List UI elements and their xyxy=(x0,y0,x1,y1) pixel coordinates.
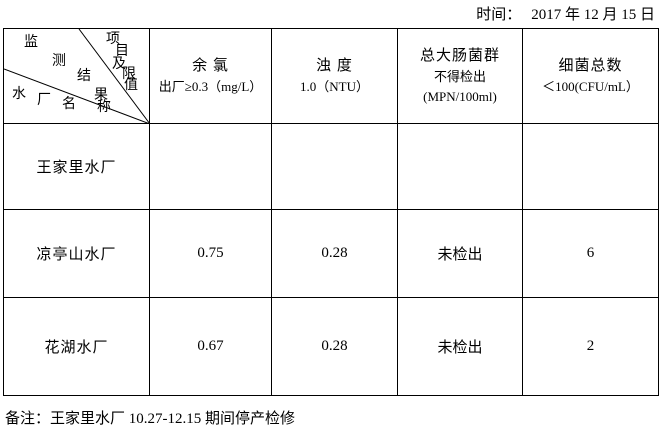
diag-item-char: 目 xyxy=(115,44,129,59)
column-unit: (MPN/100ml) xyxy=(423,88,497,104)
column-limit: 1.0（NTU） xyxy=(300,78,369,94)
cell-value xyxy=(397,123,523,210)
plant-name: 凉亭山水厂 xyxy=(3,209,150,298)
diag-plant-char: 水 xyxy=(12,87,26,102)
column-header-total-coliform: 总大肠菌群 不得检出 (MPN/100ml) xyxy=(397,28,523,124)
column-title: 总大肠菌群 xyxy=(419,47,500,64)
column-header-residual-chlorine: 余 氯 出厂≥0.3（mg/L） xyxy=(149,28,272,124)
diag-monitor-char: 结 xyxy=(77,69,91,84)
cell-value: 6 xyxy=(522,209,659,298)
cell-value: 0.28 xyxy=(271,297,398,396)
water-quality-table: 监 测 结 果 项 目 及 限 值 水 厂 名 称 余 氯 出厂≥0.3（m xyxy=(3,28,659,396)
diag-plant-char: 称 xyxy=(97,100,111,115)
diag-plant-char: 名 xyxy=(62,97,76,112)
time-label: 时间： xyxy=(476,7,522,23)
cell-value: 未检出 xyxy=(397,209,523,298)
column-title: 浊 度 xyxy=(316,57,353,74)
column-title: 余 氯 xyxy=(192,57,229,74)
column-limit: 出厂≥0.3（mg/L） xyxy=(158,78,263,94)
cell-value: 0.75 xyxy=(149,209,272,298)
diag-item-char: 值 xyxy=(124,78,138,93)
header-row: 监 测 结 果 项 目 及 限 值 水 厂 名 称 余 氯 出厂≥0.3（m xyxy=(3,28,659,124)
plant-name: 王家里水厂 xyxy=(3,123,150,210)
column-limit: 不得检出 xyxy=(433,68,486,84)
column-header-turbidity: 浊 度 1.0（NTU） xyxy=(271,28,398,124)
plant-name: 花湖水厂 xyxy=(3,297,150,396)
column-header-bacteria-count: 细菌总数 ＜100(CFU/mL） xyxy=(522,28,659,124)
cell-value xyxy=(271,123,398,210)
diag-monitor-char: 果 xyxy=(94,88,108,103)
cell-value: 0.28 xyxy=(271,209,398,298)
column-title: 细菌总数 xyxy=(558,57,623,74)
diagonal-header-cell: 监 测 结 果 项 目 及 限 值 水 厂 名 称 xyxy=(3,28,150,124)
diag-item-char: 限 xyxy=(122,67,136,82)
diag-plant-char: 厂 xyxy=(37,93,51,108)
table-row-huahu: 花湖水厂 0.67 0.28 未检出 2 xyxy=(3,297,659,396)
diagonal-lines xyxy=(4,29,149,123)
diag-item-char: 项 xyxy=(106,32,120,47)
cell-value xyxy=(149,123,272,210)
cell-value xyxy=(522,123,659,210)
timestamp: 时间： 2017 年 12 月 15 日 xyxy=(476,3,655,24)
cell-value: 未检出 xyxy=(397,297,523,396)
table-row-liangtingshan: 凉亭山水厂 0.75 0.28 未检出 6 xyxy=(3,209,659,298)
cell-value: 0.67 xyxy=(149,297,272,396)
diag-item-char: 及 xyxy=(112,57,126,72)
remark-note: 备注：王家里水厂 10.27-12.15 期间停产检修 xyxy=(5,411,295,427)
column-limit: ＜100(CFU/mL） xyxy=(542,78,639,94)
diagonal-header-box: 监 测 结 果 项 目 及 限 值 水 厂 名 称 xyxy=(4,29,149,123)
diag-monitor-char: 监 xyxy=(24,35,38,50)
diag-monitor-char: 测 xyxy=(52,54,66,69)
cell-value: 2 xyxy=(522,297,659,396)
table-row-wangjiali: 王家里水厂 xyxy=(3,123,659,210)
time-value: 2017 年 12 月 15 日 xyxy=(531,7,655,23)
